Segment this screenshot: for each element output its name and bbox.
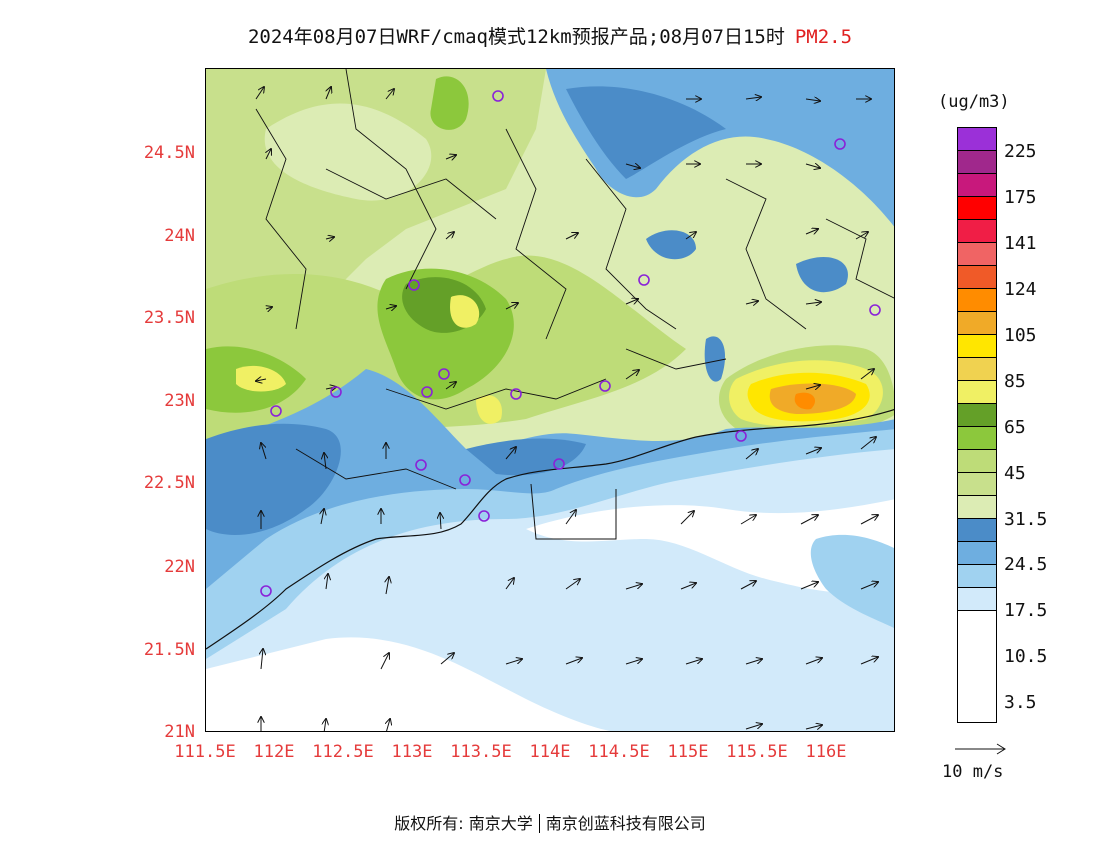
copyright-right: 南京创蓝科技有限公司 (545, 814, 706, 833)
y-label-22-5n: 22.5N (143, 473, 195, 493)
colorbar-swatch (958, 496, 996, 519)
colorbar-swatch (958, 450, 996, 473)
field-blue-patch (646, 230, 696, 260)
field-17-5-ne (566, 86, 726, 179)
colorbar-label: 17.5 (1004, 600, 1048, 621)
y-label-23n: 23N (164, 391, 195, 411)
colorbar-label: 3.5 (1004, 692, 1037, 713)
station-markers (260, 90, 881, 597)
colorbar-label: 45 (1004, 463, 1026, 484)
colorbar-swatch (958, 588, 996, 611)
colorbar-swatch (958, 381, 996, 404)
copyright-left: 版权所有: 南京大学 (394, 814, 533, 833)
title-main: 2024年08月07日WRF/cmaq模式12km预报产品;08月07日15时 (247, 26, 785, 48)
colorbar-swatch (958, 243, 996, 266)
field-blue-patch-c (704, 336, 726, 382)
field-6-e (810, 534, 894, 629)
field-below-3-5-b (206, 637, 611, 731)
copyright-footer: 版权所有: 南京大学 南京创蓝科技有限公司 (0, 810, 1100, 834)
colorbar-label: 31.5 (1004, 509, 1048, 530)
field-45c (476, 395, 502, 424)
y-label-21-5n: 21.5N (143, 640, 195, 660)
x-label-116e: 116E (805, 742, 847, 762)
colorbar-label: 124 (1004, 279, 1037, 300)
y-label-24n: 24N (164, 226, 195, 246)
x-label-115-5e: 115.5E (726, 742, 788, 762)
colorbar-label: 225 (1004, 141, 1037, 162)
hk-boundary (530, 483, 617, 540)
colorbar-swatch (958, 565, 996, 588)
colorbar-swatch (958, 473, 996, 496)
colorbar-label: 105 (1004, 325, 1037, 346)
colorbar-swatch (958, 266, 996, 289)
field-45 (450, 295, 480, 328)
colorbar-label: 10.5 (1004, 646, 1048, 667)
colorbar-label: 85 (1004, 371, 1026, 392)
map-canvas (206, 69, 894, 731)
pm25-forecast-map[interactable] (205, 68, 895, 732)
wind-reference-arrow (955, 743, 1006, 755)
colorbar (957, 127, 997, 723)
x-label-114-5e: 114.5E (588, 742, 650, 762)
field-hotspot-105 (794, 392, 816, 410)
colorbar-swatch (958, 542, 996, 565)
x-label-113e: 113E (391, 742, 433, 762)
wind-reference-label: 10 m/s (942, 762, 1004, 782)
colorbar-swatch (958, 220, 996, 243)
colorbar-swatch (958, 289, 996, 312)
x-label-112e: 112E (253, 742, 295, 762)
title-species: PM2.5 (794, 26, 853, 48)
field-blue-patch-b (796, 256, 848, 293)
x-label-112-5e: 112.5E (312, 742, 374, 762)
coastline (206, 408, 894, 650)
colorbar-swatch (958, 151, 996, 174)
colorbar-swatch (958, 174, 996, 197)
wind-vectors (256, 87, 878, 731)
map-title: 2024年08月07日WRF/cmaq模式12km预报产品;08月07日15时 P… (0, 22, 1100, 49)
colorbar-swatch (958, 427, 996, 450)
x-label-113-5e: 113.5E (450, 742, 512, 762)
field-17-5 (264, 103, 432, 201)
x-label-114e: 114E (529, 742, 571, 762)
field-17-5-s2 (466, 438, 586, 476)
field-below-3-5 (526, 499, 894, 594)
y-label-21n: 21N (164, 722, 195, 742)
colorbar-unit: (ug/m3) (938, 92, 1010, 112)
colorbar-swatch (958, 335, 996, 358)
colorbar-swatch (958, 358, 996, 381)
x-label-111-5e: 111.5E (174, 742, 236, 762)
colorbar-swatch (958, 519, 996, 542)
field-17-5-s (206, 423, 341, 535)
colorbar-swatch (958, 312, 996, 335)
y-label-22n: 22N (164, 557, 195, 577)
y-label-24-5n: 24.5N (143, 143, 195, 163)
colorbar-label: 175 (1004, 187, 1037, 208)
admin-boundaries (255, 69, 894, 490)
x-label-115e: 115E (667, 742, 709, 762)
colorbar-swatch (958, 128, 996, 151)
footer-separator (538, 814, 540, 833)
y-label-23-5n: 23.5N (143, 308, 195, 328)
colorbar-swatch (958, 611, 996, 634)
colorbar-label: 24.5 (1004, 554, 1048, 575)
colorbar-label: 65 (1004, 417, 1026, 438)
field-31-5c (430, 76, 469, 130)
colorbar-swatch (958, 197, 996, 220)
colorbar-label: 141 (1004, 233, 1037, 254)
colorbar-swatch (958, 404, 996, 427)
